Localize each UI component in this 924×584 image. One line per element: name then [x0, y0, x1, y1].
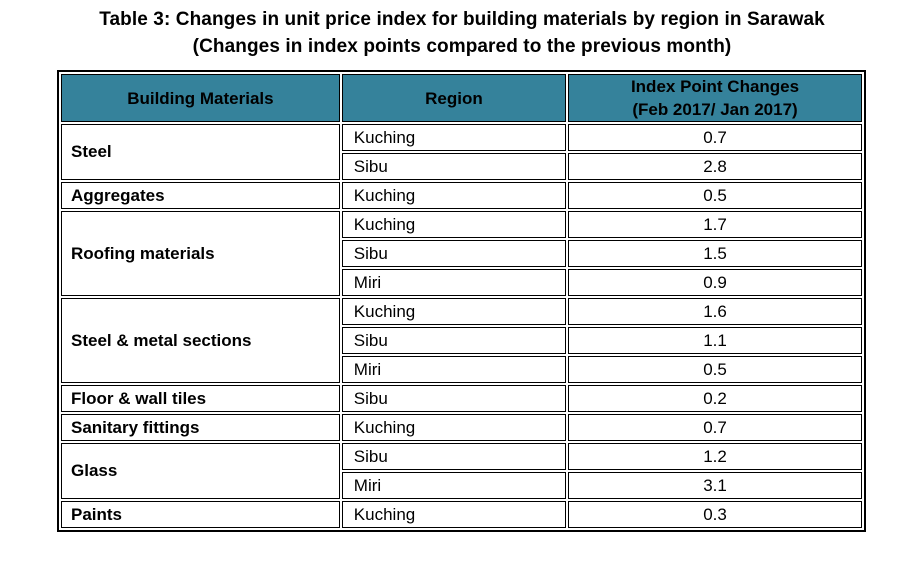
value-cell: 0.7: [568, 414, 862, 441]
value-cell: 1.6: [568, 298, 862, 325]
material-cell: Glass: [61, 443, 340, 499]
header-region: Region: [341, 74, 567, 122]
value-cell: 1.7: [568, 211, 862, 238]
region-cell: Miri: [341, 472, 567, 499]
material-cell: Steel: [61, 124, 340, 180]
region-cell: Sibu: [341, 385, 567, 412]
material-cell: Sanitary fittings: [61, 414, 340, 441]
region-cell: Kuching: [341, 298, 567, 325]
table-row: Roofing materials Kuching 1.7: [61, 211, 862, 296]
region-cell: Miri: [341, 356, 567, 383]
table-title-line2: (Changes in index points compared to the…: [192, 36, 732, 57]
value-cell: 1.1: [568, 327, 862, 354]
region-cell: Sibu: [341, 153, 567, 180]
region-cell: Miri: [341, 269, 567, 296]
region-cell: Kuching: [341, 501, 567, 528]
value-cell: 0.5: [568, 356, 862, 383]
header-index-line2: (Feb 2017/ Jan 2017): [632, 100, 798, 119]
header-row: Building Materials Region Index Point Ch…: [61, 74, 862, 122]
table-row: Sibu 2.8: [61, 153, 862, 180]
table-row: Floor & wall tiles Sibu 0.2: [61, 385, 862, 412]
material-cell: Roofing materials: [61, 211, 340, 296]
value-cell: 0.5: [568, 182, 862, 209]
header-building-materials: Building Materials: [61, 74, 340, 122]
table-row: Paints Kuching 0.3: [61, 501, 862, 528]
table-row: Steel Kuching 0.7: [61, 124, 862, 180]
table-title: Table 3: Changes in unit price index for…: [0, 0, 924, 60]
table-row: Miri 3.1: [61, 472, 862, 499]
header-index-point-changes: Index Point Changes (Feb 2017/ Jan 2017): [568, 74, 862, 122]
region-cell: Kuching: [341, 414, 567, 441]
table-title-line1: Table 3: Changes in unit price index for…: [99, 9, 825, 30]
table-row: Sibu 1.5: [61, 240, 862, 267]
table-row: Miri 0.9: [61, 269, 862, 296]
table-row: Sanitary fittings Kuching 0.7: [61, 414, 862, 441]
region-cell: Kuching: [341, 124, 567, 151]
material-cell: Steel & metal sections: [61, 298, 340, 383]
table-row: Steel & metal sections Kuching 1.6: [61, 298, 862, 383]
value-cell: 1.5: [568, 240, 862, 267]
region-cell: Sibu: [341, 443, 567, 470]
value-cell: 3.1: [568, 472, 862, 499]
value-cell: 0.2: [568, 385, 862, 412]
material-cell: Floor & wall tiles: [61, 385, 340, 412]
table-row: Glass Sibu 1.2: [61, 443, 862, 499]
region-cell: Sibu: [341, 327, 567, 354]
material-cell: Aggregates: [61, 182, 340, 209]
value-cell: 1.2: [568, 443, 862, 470]
region-cell: Sibu: [341, 240, 567, 267]
material-cell: Paints: [61, 501, 340, 528]
region-cell: Kuching: [341, 182, 567, 209]
building-materials-table: Building Materials Region Index Point Ch…: [57, 70, 866, 532]
table-row: Miri 0.5: [61, 356, 862, 383]
value-cell: 0.3: [568, 501, 862, 528]
value-cell: 2.8: [568, 153, 862, 180]
region-cell: Kuching: [341, 211, 567, 238]
value-cell: 0.7: [568, 124, 862, 151]
value-cell: 0.9: [568, 269, 862, 296]
table-row: Aggregates Kuching 0.5: [61, 182, 862, 209]
header-index-line1: Index Point Changes: [630, 77, 800, 96]
table-row: Sibu 1.1: [61, 327, 862, 354]
